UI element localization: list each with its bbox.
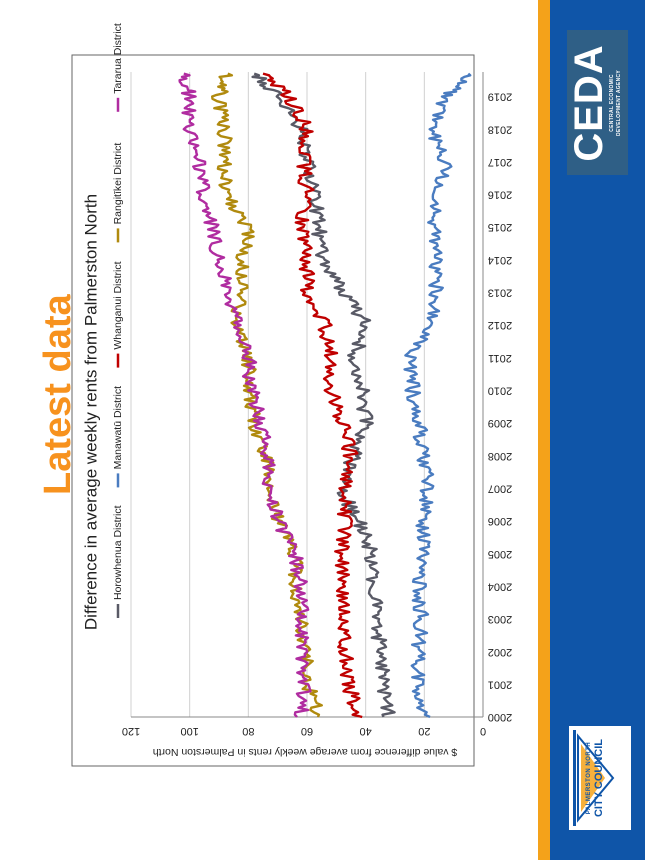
y-tick-label: 60 — [301, 725, 313, 737]
legend-label: Whanganui District — [112, 261, 124, 349]
y-tick-label: 40 — [360, 725, 372, 737]
y-tick-label: 80 — [242, 725, 254, 737]
legend-label: Tararua District — [112, 23, 124, 94]
series-line-rangit-kei-district — [210, 72, 323, 718]
x-tick-label: 2010 — [488, 385, 512, 397]
y-tick-label: 100 — [180, 725, 198, 737]
x-tick-label: 2014 — [488, 254, 512, 266]
y-axis-label: $ value difference from average weekly r… — [153, 746, 458, 758]
series-line-horowhenua-district — [251, 72, 396, 718]
x-tick-label: 2008 — [488, 450, 512, 462]
legend-label: Horowhenua District — [112, 505, 124, 600]
ceda-logo-word: CEDA — [567, 44, 611, 162]
chart-title: Difference in average weekly rents from … — [81, 194, 100, 630]
ceda-logo-sub-line2: DEVELOPMENT AGENCY — [616, 69, 622, 137]
ceda-logo: CEDA CENTRAL ECONOMIC DEVELOPMENT AGENCY — [567, 30, 628, 175]
slide-title: Latest data — [37, 294, 79, 495]
y-tick-label: 20 — [418, 725, 430, 737]
x-tick-label: 2011 — [488, 352, 512, 364]
pncc-logo: PALMERSTON NORTH CITY COUNCIL — [569, 726, 631, 830]
orange-accent-bar — [538, 0, 550, 860]
x-tick-label: 2012 — [488, 319, 512, 331]
x-tick-label: 2006 — [488, 515, 512, 527]
x-tick-label: 2002 — [488, 646, 512, 658]
x-tick-label: 2007 — [488, 482, 512, 494]
pncc-logo-sub: PALMERSTON NORTH — [586, 741, 592, 815]
x-tick-label: 2019 — [488, 91, 512, 103]
legend-label: Rangitīkei District — [112, 143, 124, 225]
y-tick-label: 120 — [122, 725, 140, 737]
x-tick-label: 2016 — [488, 189, 512, 201]
x-tick-label: 2000 — [488, 711, 512, 723]
x-tick-label: 2018 — [488, 123, 512, 135]
y-tick-label: 0 — [480, 725, 486, 737]
x-tick-label: 2004 — [488, 580, 512, 592]
series-line-manawat-district — [403, 72, 472, 719]
x-tick-label: 2001 — [488, 678, 512, 690]
series-line-whanganui-district — [262, 72, 363, 719]
x-tick-label: 2015 — [488, 221, 512, 233]
x-tick-label: 2017 — [488, 156, 512, 168]
x-tick-label: 2013 — [488, 287, 512, 299]
chart-frame — [71, 54, 475, 767]
x-tick-label: 2009 — [488, 417, 512, 429]
pncc-logo-word: CITY COUNCIL — [593, 738, 605, 818]
pncc-bridge-icon — [573, 730, 615, 826]
legend-label: Manawatū District — [112, 386, 124, 470]
series-line-tararua-district — [178, 72, 312, 718]
x-tick-label: 2005 — [488, 548, 512, 560]
x-tick-label: 2003 — [488, 613, 512, 625]
